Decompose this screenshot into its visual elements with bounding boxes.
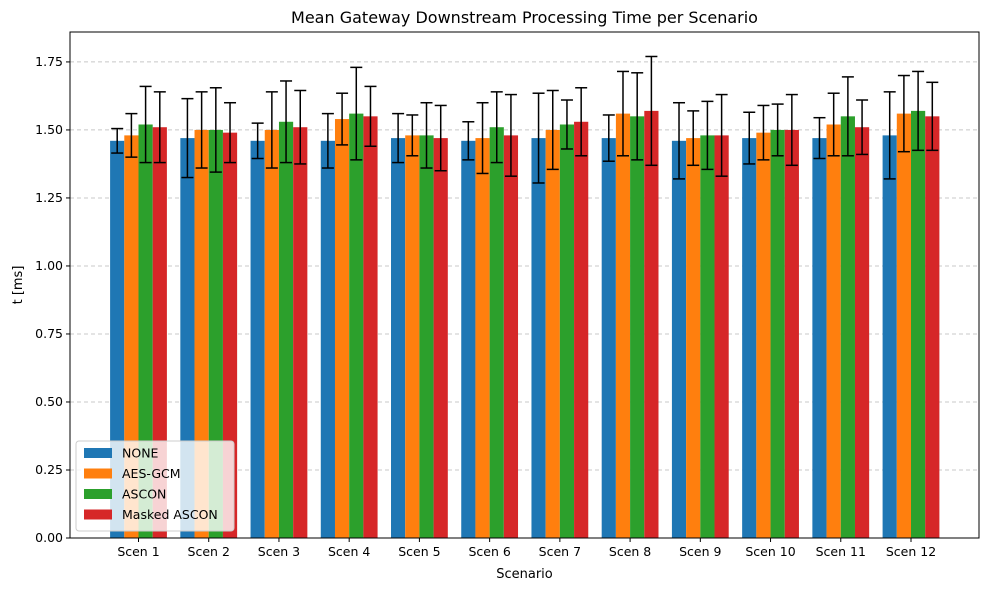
y-axis: 0.00 0.25 0.50 0.75 1.00 1.25 1.50 1.75 xyxy=(35,54,70,545)
legend-label: ASCON xyxy=(122,487,166,502)
bar xyxy=(925,116,940,538)
bar xyxy=(601,138,616,538)
bar xyxy=(349,113,364,538)
bar xyxy=(644,110,659,539)
legend-box xyxy=(75,440,235,532)
bar xyxy=(138,124,153,538)
bar xyxy=(630,116,645,538)
bar xyxy=(363,116,378,538)
bar xyxy=(615,113,631,538)
x-axis-label: Scenario xyxy=(496,567,553,582)
y-tick-label: 0.00 xyxy=(35,530,63,545)
y-tick-label: 1.50 xyxy=(35,122,63,137)
x-tick-label: Scen 4 xyxy=(328,544,370,559)
legend-swatch xyxy=(84,468,112,479)
legend-label: Masked ASCON xyxy=(122,507,218,522)
x-axis: Scen 1 Scen 2 Scen 3 Scen 4 Scen 5 Scen 6 Scen… xyxy=(117,538,936,559)
bar xyxy=(574,121,589,538)
x-tick-label: Scen 3 xyxy=(258,544,300,559)
bar xyxy=(222,132,238,538)
y-tick-label: 0.25 xyxy=(35,462,63,477)
bar xyxy=(882,135,897,538)
plot-frame xyxy=(69,31,980,539)
y-tick-label: 1.00 xyxy=(35,258,63,273)
legend-label: NONE xyxy=(122,446,159,461)
bar xyxy=(391,138,406,538)
bar xyxy=(208,129,223,538)
y-tick-label: 1.75 xyxy=(35,54,63,69)
x-tick-label: Scen 6 xyxy=(468,544,510,559)
bar xyxy=(405,135,420,538)
y-tick-label: 0.50 xyxy=(35,394,63,409)
bar xyxy=(264,129,279,538)
x-tick-label: Scen 9 xyxy=(679,544,721,559)
bar xyxy=(124,135,139,538)
bar xyxy=(742,138,757,538)
x-tick-label: Scen 11 xyxy=(816,544,866,559)
bars xyxy=(110,110,940,539)
y-tick-label: 1.25 xyxy=(35,190,63,205)
bar xyxy=(896,113,911,538)
bar xyxy=(545,129,560,538)
bar xyxy=(770,129,785,538)
legend-swatch xyxy=(84,489,112,499)
bar xyxy=(489,127,504,538)
bar xyxy=(461,140,476,538)
y-tick-label: 0.75 xyxy=(35,326,63,341)
bar xyxy=(840,116,855,538)
bar xyxy=(334,119,350,538)
chart-title: Mean Gateway Downstream Processing Time … xyxy=(291,8,758,27)
bar xyxy=(293,127,308,538)
legend-swatch xyxy=(84,509,112,520)
legend-label: AES-GCM xyxy=(122,466,181,481)
legend: NONE AES-GCM ASCON Masked ASCON xyxy=(75,440,235,532)
bar xyxy=(194,129,209,538)
x-tick-label: Scen 12 xyxy=(886,544,936,559)
legend-swatch xyxy=(84,448,112,458)
bar xyxy=(503,135,519,538)
bar xyxy=(812,138,827,538)
bar xyxy=(784,129,799,538)
bar xyxy=(320,140,335,538)
bar xyxy=(250,140,265,538)
bar xyxy=(714,135,729,538)
bar xyxy=(433,138,448,538)
bar xyxy=(278,121,294,538)
bar xyxy=(419,135,434,538)
bar xyxy=(475,138,490,538)
x-tick-label: Scen 7 xyxy=(539,544,581,559)
bar xyxy=(686,138,701,538)
bar xyxy=(152,127,167,538)
bar xyxy=(671,140,687,538)
x-tick-label: Scen 10 xyxy=(745,544,795,559)
bar xyxy=(700,135,715,538)
bar xyxy=(559,124,575,538)
bar xyxy=(110,140,125,538)
bar xyxy=(826,124,841,538)
y-axis-label: t [ms] xyxy=(11,266,26,305)
x-tick-label: Scen 5 xyxy=(398,544,440,559)
bar xyxy=(756,132,771,538)
x-tick-label: Scen 2 xyxy=(188,544,230,559)
x-tick-label: Scen 1 xyxy=(117,544,159,559)
bar xyxy=(911,110,926,539)
bar xyxy=(531,138,546,538)
error-bars xyxy=(111,55,939,184)
bar xyxy=(854,127,870,538)
bar xyxy=(180,138,195,538)
x-tick-label: Scen 8 xyxy=(609,544,651,559)
